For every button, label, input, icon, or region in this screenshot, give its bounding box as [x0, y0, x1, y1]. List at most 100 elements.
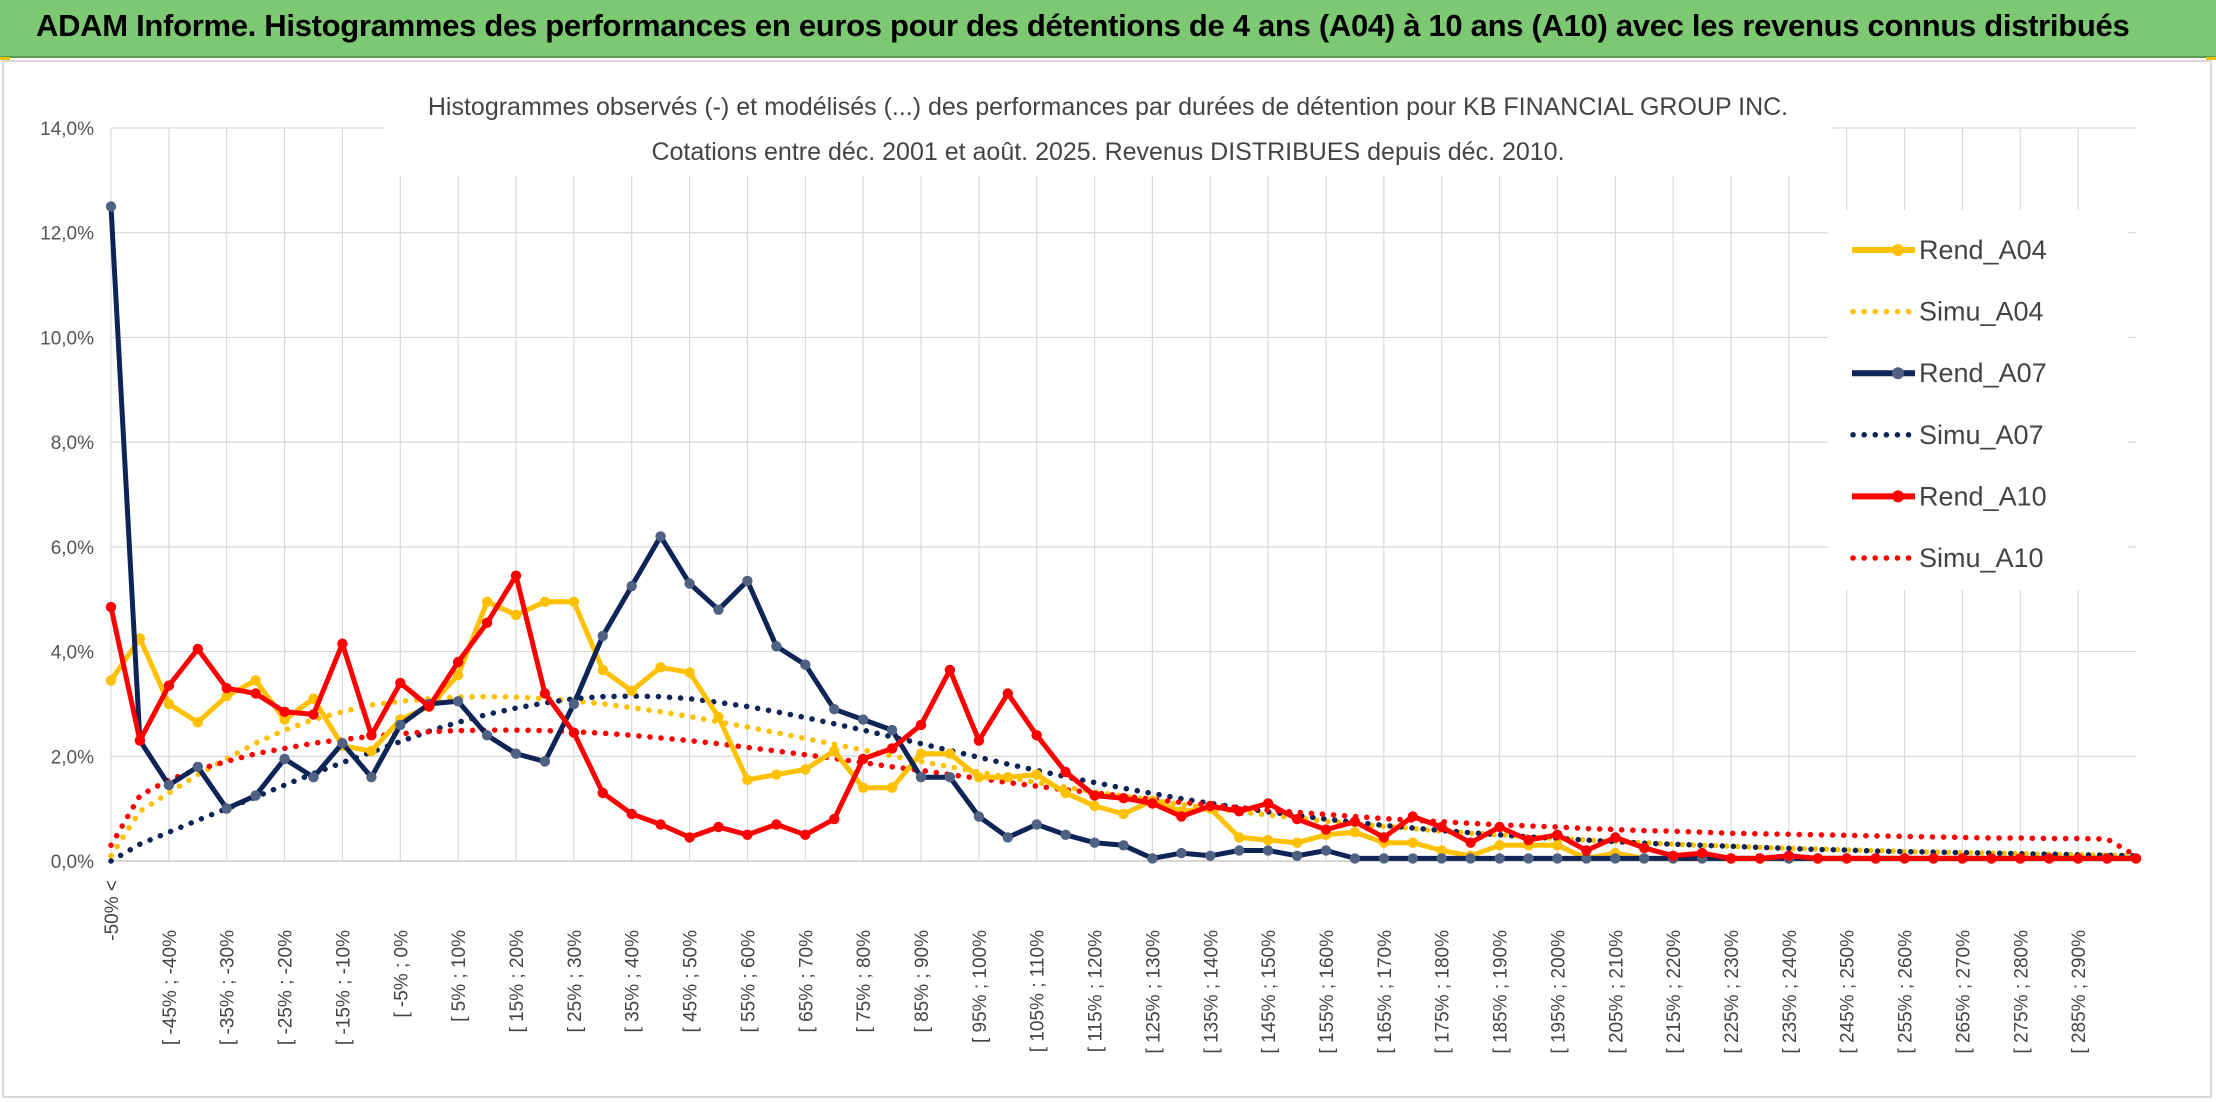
data-point	[1262, 798, 1274, 809]
data-point	[973, 811, 985, 822]
data-point	[1928, 853, 1939, 864]
data-point	[279, 714, 290, 725]
x-tick-label: [ 195% ; 200%	[1548, 930, 1569, 1054]
x-tick-label: [ 225% ; 230%	[1722, 930, 1743, 1054]
data-point	[1436, 845, 1447, 856]
x-tick-label: [ 235% ; 240%	[1780, 930, 1801, 1054]
data-point	[1118, 793, 1129, 804]
data-point	[800, 659, 811, 670]
data-point	[1639, 842, 1650, 854]
data-point	[626, 685, 637, 696]
data-point	[366, 745, 377, 757]
data-point	[192, 761, 203, 772]
data-point	[1870, 853, 1881, 864]
x-tick-label: [ 185% ; 190%	[1491, 930, 1512, 1054]
data-point	[1378, 853, 1390, 864]
data-point	[250, 688, 261, 699]
data-point	[1320, 845, 1332, 856]
x-tick-label: [ 215% ; 220%	[1664, 930, 1685, 1054]
data-point	[221, 690, 232, 702]
data-point	[1783, 850, 1795, 861]
data-point	[337, 638, 348, 649]
legend-item-Rend_A04: Rend_A04	[1852, 235, 2047, 265]
data-point	[829, 745, 840, 757]
legend-label: Rend_A10	[1919, 481, 2047, 511]
x-tick-label: [ 65% ; 70%	[796, 930, 817, 1033]
data-point	[452, 656, 464, 668]
data-point	[1031, 819, 1042, 830]
x-tick-label: [ 35% ; 40%	[623, 930, 644, 1033]
data-point	[713, 711, 724, 723]
data-point	[742, 829, 753, 840]
data-point	[1407, 853, 1419, 864]
data-point	[684, 832, 695, 843]
data-point	[597, 664, 608, 676]
data-point	[2044, 853, 2055, 864]
data-point	[1465, 853, 1476, 864]
data-point	[1176, 811, 1187, 822]
data-point	[510, 609, 522, 621]
x-tick-label: [ 5% ; 10%	[449, 930, 470, 1022]
y-tick-label: 8,0%	[51, 433, 94, 454]
data-point	[395, 677, 406, 689]
data-point	[568, 727, 580, 738]
data-point	[915, 719, 927, 731]
x-tick-label: [ -35% ; -30%	[218, 930, 239, 1045]
data-point	[1147, 798, 1158, 809]
data-point	[626, 808, 637, 820]
x-tick-label: [ 45% ; 50%	[681, 930, 702, 1033]
banner-title: ADAM Informe. Histogrammes des performan…	[36, 8, 2130, 43]
data-point	[163, 680, 175, 691]
data-point	[713, 821, 724, 833]
data-point	[366, 772, 377, 783]
data-point	[1291, 813, 1303, 825]
data-point	[1754, 853, 1766, 864]
data-point	[1552, 853, 1563, 864]
data-point	[684, 578, 695, 589]
x-tick-label: [ 205% ; 210%	[1606, 930, 1627, 1054]
data-point	[742, 774, 753, 785]
data-point	[1436, 853, 1447, 864]
x-tick-label: [ 255% ; 260%	[1896, 930, 1917, 1054]
y-tick-label: 12,0%	[40, 224, 94, 245]
legend-item-Rend_A07: Rend_A07	[1852, 358, 2047, 388]
data-point	[279, 706, 290, 717]
series-Rend_A04	[105, 596, 2142, 864]
data-point	[2072, 853, 2084, 864]
chart-subtitle: Cotations entre déc. 2001 et août. 2025.…	[651, 138, 1564, 166]
data-point	[1639, 853, 1650, 864]
data-point	[944, 664, 956, 676]
data-point	[1552, 840, 1563, 851]
data-point	[1089, 837, 1100, 848]
data-point	[1060, 787, 1071, 799]
data-point	[1147, 853, 1158, 864]
data-point	[2130, 853, 2142, 864]
x-tick-label: [ 165% ; 170%	[1375, 930, 1396, 1054]
data-point	[655, 662, 666, 673]
data-point	[655, 531, 666, 542]
x-tick-label: [ 145% ; 150%	[1259, 930, 1280, 1054]
series-line-Rend_A04	[108, 599, 2136, 861]
x-tick-label: [ 115% ; 120%	[1086, 930, 1107, 1052]
data-point	[134, 735, 146, 746]
data-point	[192, 717, 203, 728]
data-point	[424, 701, 435, 712]
data-point	[1610, 832, 1621, 843]
data-point	[481, 596, 493, 607]
data-point	[1234, 806, 1245, 817]
legend-item-Simu_A07: Simu_A07	[1850, 420, 2044, 450]
data-point	[539, 756, 551, 767]
data-point	[452, 669, 464, 681]
y-tick-label: 0,0%	[51, 852, 94, 873]
x-tick-label: [ 85% ; 90%	[912, 930, 933, 1033]
title-banner: ADAM Informe. Histogrammes des performan…	[0, 0, 2216, 58]
x-tick-label: [ -5% ; 0%	[391, 930, 412, 1018]
x-tick-label: [ 25% ; 30%	[565, 930, 586, 1033]
data-point	[800, 829, 811, 840]
data-point	[1523, 834, 1534, 846]
series-lines	[105, 201, 2142, 864]
data-point	[568, 698, 580, 710]
data-point	[1899, 853, 1910, 864]
data-point	[915, 772, 927, 783]
